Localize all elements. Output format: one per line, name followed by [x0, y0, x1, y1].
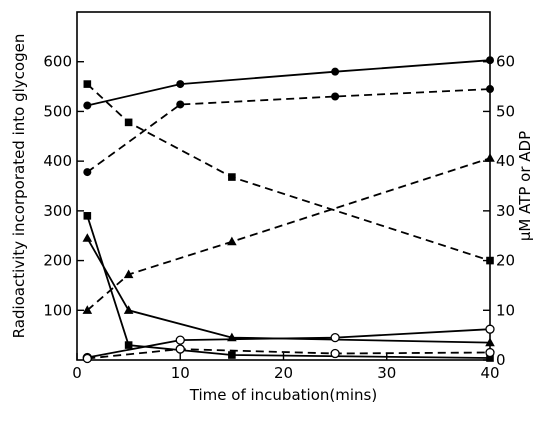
series-6-line: [86, 237, 491, 344]
x-tick-label-0: 0: [72, 364, 82, 382]
x-tick-label-20: 20: [274, 364, 293, 382]
right-y-tick-label-30: 30: [496, 202, 515, 220]
series-6-point-4: [485, 337, 495, 347]
right-y-tick-label-0: 0: [496, 351, 506, 369]
series-4-point-2: [123, 269, 134, 279]
series-1-point-3: [331, 67, 340, 76]
series-7-point-4: [485, 324, 495, 334]
series-1-point-4: [486, 56, 494, 65]
series-4-point-4: [485, 153, 495, 162]
series-4-line: [86, 157, 491, 311]
left-y-tick-label-600: 600: [43, 53, 72, 71]
series-3-point-4: [486, 256, 494, 265]
series-5-point-3: [228, 351, 236, 359]
series-2-line: [86, 88, 491, 173]
series-1-point-2: [176, 80, 185, 89]
series-7-line: [87, 328, 491, 359]
left-y-tick-label-400: 400: [43, 152, 72, 170]
series-7-point-2: [175, 335, 185, 345]
series-1-point-1: [83, 101, 92, 110]
series-5-point-1: [83, 212, 92, 220]
series-2-point-3: [331, 92, 340, 101]
right-y-tick-label-50: 50: [496, 102, 515, 120]
right-y-tick-label-60: 60: [496, 53, 515, 71]
left-y-tick-label-100: 100: [43, 301, 72, 319]
left-y-axis-title: Radioactivity incorporated into glycogen: [10, 34, 28, 339]
series-5-point-2: [124, 341, 133, 349]
left-y-tick-label-300: 300: [43, 202, 72, 220]
series-2-point-2: [176, 100, 185, 109]
data-series: [82, 56, 495, 364]
series-4: [82, 153, 495, 314]
series-6: [82, 233, 495, 347]
series-6-point-1: [82, 233, 93, 242]
series-3-point-1: [83, 80, 92, 88]
series-3-point-3: [228, 173, 236, 181]
right-y-tick-label-40: 40: [496, 152, 515, 170]
left-y-tick-label-200: 200: [43, 252, 72, 270]
x-tick-label-10: 10: [171, 364, 190, 382]
series-8-point-2: [175, 344, 185, 354]
series-2-point-4: [486, 85, 494, 94]
series-7-point-3: [330, 332, 340, 343]
x-axis-title: Time of incubation(mins): [189, 386, 377, 404]
series-1-line: [87, 59, 491, 107]
series-1: [83, 56, 494, 110]
series-5-point-4: [486, 354, 494, 362]
x-tick-label-40: 40: [480, 364, 499, 382]
series-8-line: [87, 348, 491, 360]
series-2-point-1: [83, 168, 92, 177]
series-4-point-1: [82, 305, 93, 314]
series-6-point-2: [123, 305, 134, 314]
series-5-line: [86, 215, 491, 359]
right-y-tick-label-20: 20: [496, 252, 515, 270]
series-3-point-2: [124, 118, 133, 127]
left-y-tick-label-500: 500: [43, 102, 72, 120]
series-8-point-3: [330, 348, 340, 359]
right-y-axis-title: µM ATP or ADP: [516, 131, 534, 241]
series-2: [83, 85, 494, 177]
series-8: [82, 344, 495, 364]
series-3-line: [86, 83, 491, 262]
series-3: [83, 80, 494, 265]
right-y-tick-label-10: 10: [496, 301, 515, 319]
axis-ticks: 0 10 20 30 40 100 200 300 400 500 600 0 10 20 30 40 50 60: [43, 53, 515, 382]
series-4-point-3: [227, 236, 237, 246]
x-tick-label-30: 30: [377, 364, 396, 382]
series-8-point-1: [82, 353, 92, 364]
series-8-point-4: [485, 347, 495, 358]
